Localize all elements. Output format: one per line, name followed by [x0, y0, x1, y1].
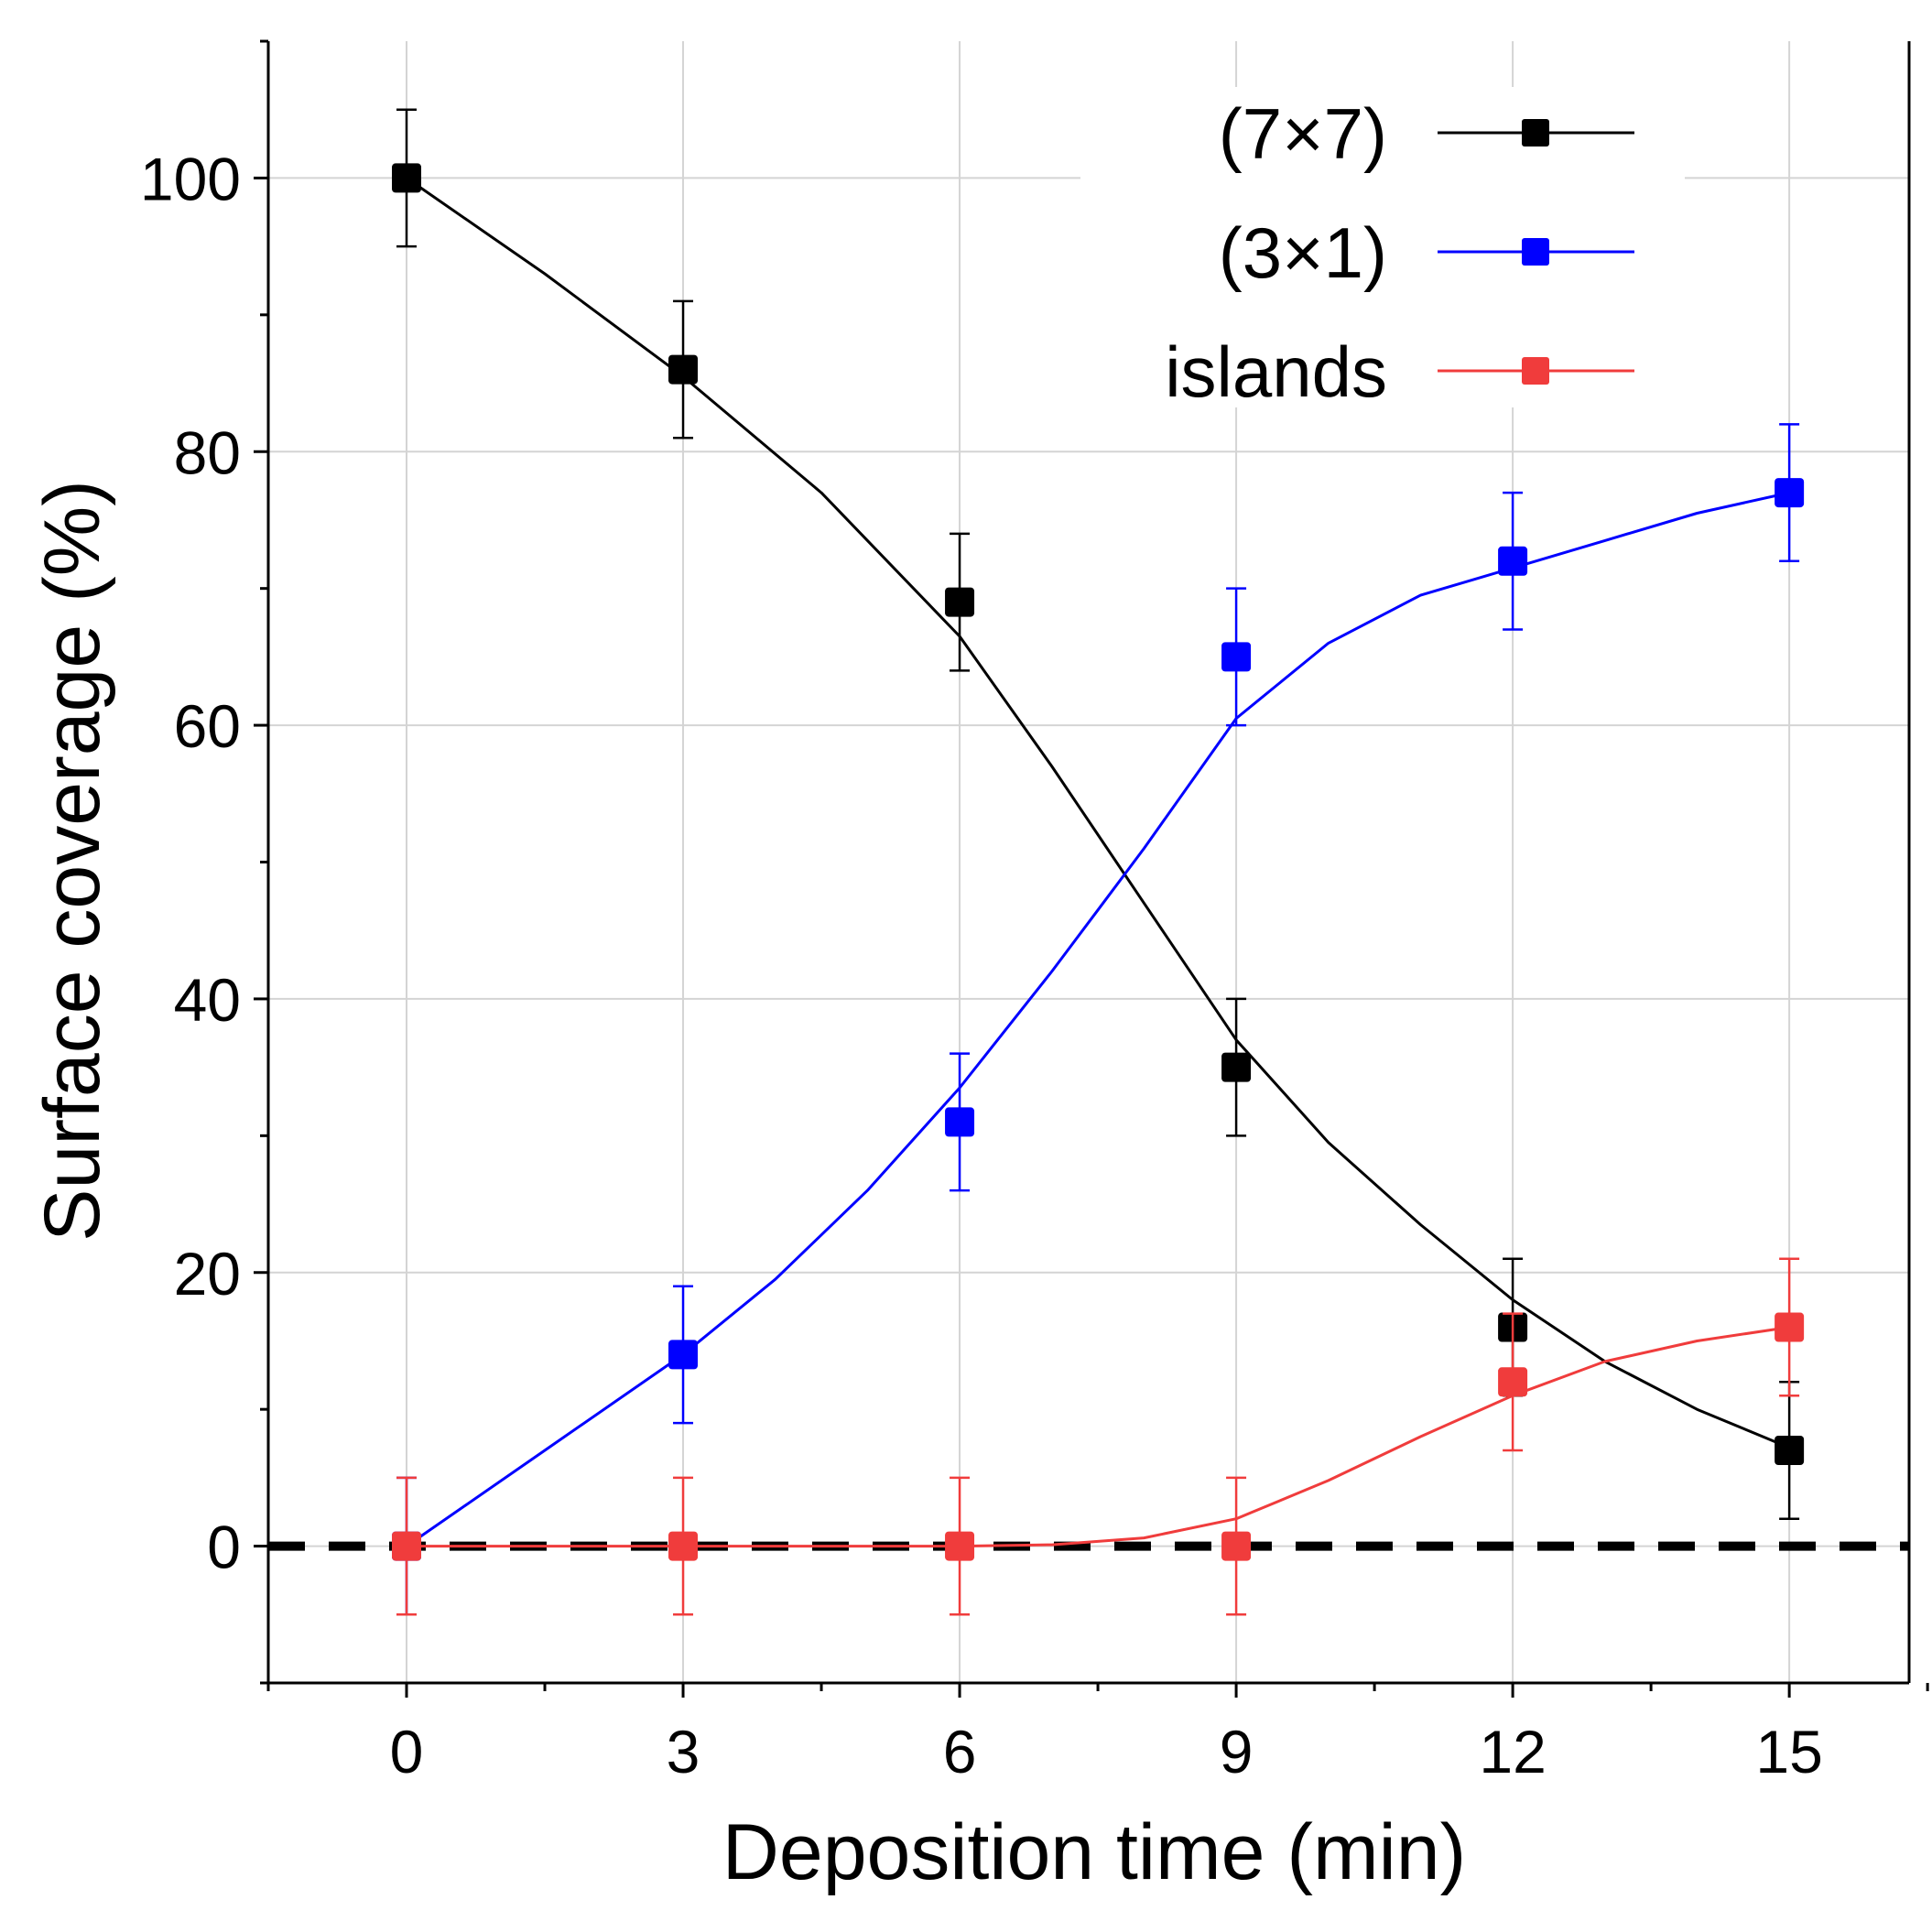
y-tick-label: 40	[174, 966, 241, 1034]
legend-marker	[1522, 357, 1549, 385]
legend-marker	[1522, 119, 1549, 147]
x-axis-title: Deposition time (min)	[722, 1808, 1466, 1896]
data-point	[1775, 478, 1805, 508]
data-point	[392, 163, 422, 193]
data-point	[668, 1531, 699, 1561]
fit-curve	[407, 1326, 1790, 1548]
data-point	[1221, 1531, 1252, 1561]
data-point	[1498, 1367, 1528, 1397]
data-point	[1221, 642, 1252, 672]
data-point	[668, 354, 699, 385]
fit-curve	[406, 177, 1790, 1449]
data-point	[945, 1107, 975, 1137]
x-tick-label: 0	[390, 1718, 424, 1785]
data-point	[1775, 1435, 1805, 1465]
y-tick-label: 60	[174, 692, 241, 760]
series-0	[392, 108, 1805, 1520]
x-tick-label: 9	[1220, 1718, 1254, 1785]
legend-label: (7×7)	[1219, 93, 1387, 174]
data-point	[1775, 1312, 1805, 1342]
axes: 0 3 6 9 12 15 0 20 40 60 80 100	[140, 39, 1929, 1785]
legend-background	[1080, 87, 1685, 407]
data-point	[1498, 546, 1528, 576]
fit-curve	[406, 491, 1790, 1547]
legend-label: islands	[1165, 331, 1387, 412]
x-tick-label: 15	[1755, 1718, 1822, 1785]
legend-label: (3×1)	[1219, 212, 1387, 293]
series-2	[392, 1257, 1805, 1616]
y-tick-label: 20	[174, 1240, 241, 1308]
x-tick-label: 12	[1479, 1718, 1546, 1785]
y-tick-label: 0	[207, 1514, 241, 1581]
y-axis-title: Surface coverage (%)	[28, 480, 116, 1242]
data-point	[1221, 1052, 1252, 1082]
data-point	[668, 1340, 699, 1370]
series-layer	[392, 108, 1805, 1616]
data-point	[392, 1531, 422, 1561]
data-point	[945, 1531, 975, 1561]
legend: (7×7) (3×1) islands	[1080, 87, 1685, 412]
legend-marker	[1522, 238, 1549, 266]
y-tick-label: 80	[174, 418, 241, 486]
data-point	[945, 587, 975, 617]
grid	[268, 41, 1909, 1683]
y-tick-label: 100	[140, 145, 241, 212]
x-tick-label: 6	[943, 1718, 977, 1785]
x-tick-label: 3	[667, 1718, 700, 1785]
